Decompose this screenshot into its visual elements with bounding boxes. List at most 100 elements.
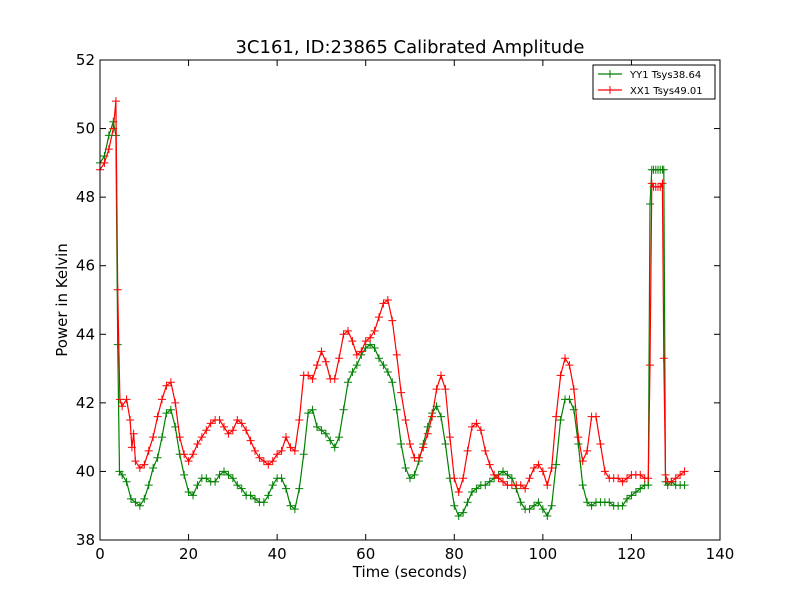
data-point — [277, 446, 286, 455]
chart-title: 3C161, ID:23865 Calibrated Amplitude — [235, 37, 584, 58]
data-point — [647, 179, 656, 188]
data-point — [131, 498, 140, 507]
x-tick-label: 120 — [617, 545, 646, 563]
y-tick-label: 42 — [76, 394, 95, 412]
data-point — [468, 488, 476, 496]
data-point — [122, 477, 131, 486]
data-point — [171, 398, 180, 407]
data-point — [437, 412, 445, 421]
data-point — [646, 200, 655, 208]
data-point — [215, 470, 224, 479]
y-axis-label: Power in Kelvin — [53, 243, 71, 357]
data-point — [459, 474, 468, 483]
legend-entry: XX1 Tsys49.01 — [598, 86, 703, 97]
data-point — [242, 426, 251, 435]
ticks-layer: 0 20 40 60 80 100 120 140 38 40 42 44 46 48 50 52 — [76, 51, 734, 563]
data-point — [158, 433, 166, 442]
data-point — [552, 412, 561, 421]
data-point — [388, 378, 397, 387]
data-point — [268, 481, 277, 490]
data-point — [135, 464, 144, 472]
data-point — [414, 453, 423, 462]
data-point — [530, 464, 538, 472]
legend-box — [592, 64, 716, 100]
data-point — [618, 477, 627, 486]
data-point — [153, 453, 162, 462]
data-point — [636, 470, 645, 479]
data-point — [264, 491, 273, 500]
data-point — [565, 361, 574, 370]
data-point — [556, 371, 565, 380]
data-point — [202, 474, 211, 483]
y-tick-label: 40 — [76, 462, 95, 480]
data-point — [104, 145, 113, 154]
data-point — [406, 474, 414, 483]
data-point — [237, 484, 246, 493]
data-point — [140, 494, 149, 503]
data-point — [441, 440, 450, 448]
data-point — [357, 347, 366, 356]
data-point — [113, 285, 122, 294]
data-point — [547, 464, 556, 472]
data-point — [290, 446, 299, 455]
data-point — [118, 402, 127, 411]
data-point — [313, 361, 321, 370]
x-tick-label: 60 — [356, 545, 375, 563]
data-point — [547, 501, 556, 510]
legend-label: XX1 Tsys49.01 — [630, 86, 703, 97]
data-point — [348, 368, 357, 376]
data-point — [246, 436, 255, 445]
data-point — [286, 443, 295, 452]
data-point — [317, 347, 326, 356]
data-point — [507, 474, 516, 483]
series-2 — [96, 97, 689, 496]
data-point — [193, 481, 202, 490]
data-point — [375, 313, 383, 322]
data-point — [410, 470, 419, 479]
data-point — [308, 405, 317, 414]
x-tick-label: 140 — [706, 545, 735, 563]
data-point — [149, 433, 158, 442]
data-point — [211, 477, 220, 486]
data-point — [423, 429, 432, 438]
data-point — [184, 488, 193, 496]
data-point — [122, 395, 131, 404]
data-point — [127, 443, 136, 452]
data-point — [313, 422, 321, 431]
data-point — [135, 501, 144, 510]
data-point — [224, 429, 233, 438]
data-point — [454, 512, 463, 520]
data-point — [627, 491, 636, 500]
data-point — [481, 481, 490, 490]
data-point — [441, 385, 450, 394]
data-point — [215, 416, 224, 424]
data-point — [144, 446, 153, 455]
data-point — [565, 395, 574, 404]
data-point — [277, 474, 286, 483]
x-tick-label: 100 — [529, 545, 558, 563]
data-point — [499, 477, 507, 486]
data-point — [348, 337, 357, 346]
data-point — [476, 426, 485, 435]
data-point — [189, 491, 197, 500]
data-point — [676, 470, 685, 479]
data-point — [525, 474, 534, 483]
legend-marker — [606, 86, 614, 94]
data-point — [233, 416, 242, 424]
data-point — [569, 405, 578, 414]
y-tick-label: 38 — [76, 531, 95, 549]
plot-area — [100, 60, 720, 540]
data-point — [162, 409, 171, 418]
data-point — [644, 474, 653, 483]
data-point — [406, 440, 414, 448]
data-point — [494, 474, 503, 483]
data-point — [397, 440, 406, 448]
data-point — [259, 457, 268, 466]
legend-marker — [606, 70, 614, 78]
data-point — [574, 433, 583, 442]
data-point — [109, 124, 118, 133]
data-point — [521, 484, 530, 493]
data-point — [516, 481, 525, 490]
data-point — [525, 505, 534, 514]
